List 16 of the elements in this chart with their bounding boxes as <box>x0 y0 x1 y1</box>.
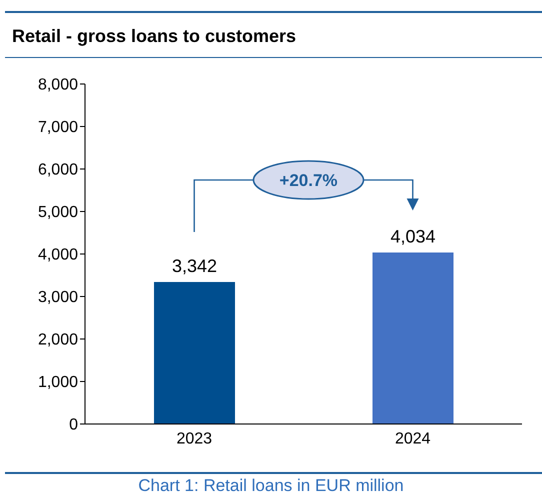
caption: Chart 1: Retail loans in EUR million <box>137 476 405 496</box>
y-tick-label: 6,000 <box>38 162 78 179</box>
data-label: 4,034 <box>390 226 436 247</box>
y-tick-label: 4,000 <box>38 246 78 264</box>
y-tick-label: 5,000 <box>38 204 78 222</box>
x-tick-label: 2024 <box>394 430 431 448</box>
chart-title: Retail - gross loans to customers <box>12 26 296 47</box>
y-tick-label: 3,000 <box>38 289 78 306</box>
y-tick-label: 8,000 <box>38 76 78 94</box>
y-tick-label: 7,000 <box>38 119 78 136</box>
y-tick-label: 2,000 <box>38 332 78 349</box>
annotation: +20.7% <box>279 171 338 190</box>
data-label: 3,342 <box>172 256 218 276</box>
x-tick-label: 2023 <box>176 430 212 448</box>
y-tick-label: 1,000 <box>38 374 78 392</box>
y-tick-label: 0 <box>69 416 78 434</box>
